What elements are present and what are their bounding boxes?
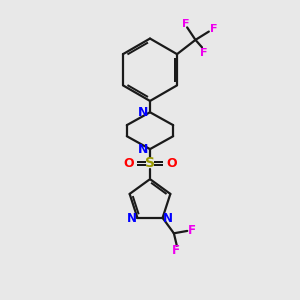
Text: N: N bbox=[127, 212, 137, 225]
Text: N: N bbox=[138, 106, 148, 119]
Text: F: F bbox=[200, 48, 207, 58]
Text: F: F bbox=[182, 19, 189, 28]
Text: S: S bbox=[145, 156, 155, 170]
Text: F: F bbox=[188, 224, 196, 236]
Text: N: N bbox=[163, 212, 173, 225]
Text: F: F bbox=[209, 24, 217, 34]
Text: F: F bbox=[172, 244, 180, 257]
Text: O: O bbox=[166, 157, 177, 170]
Text: O: O bbox=[123, 157, 134, 170]
Text: N: N bbox=[138, 142, 148, 156]
